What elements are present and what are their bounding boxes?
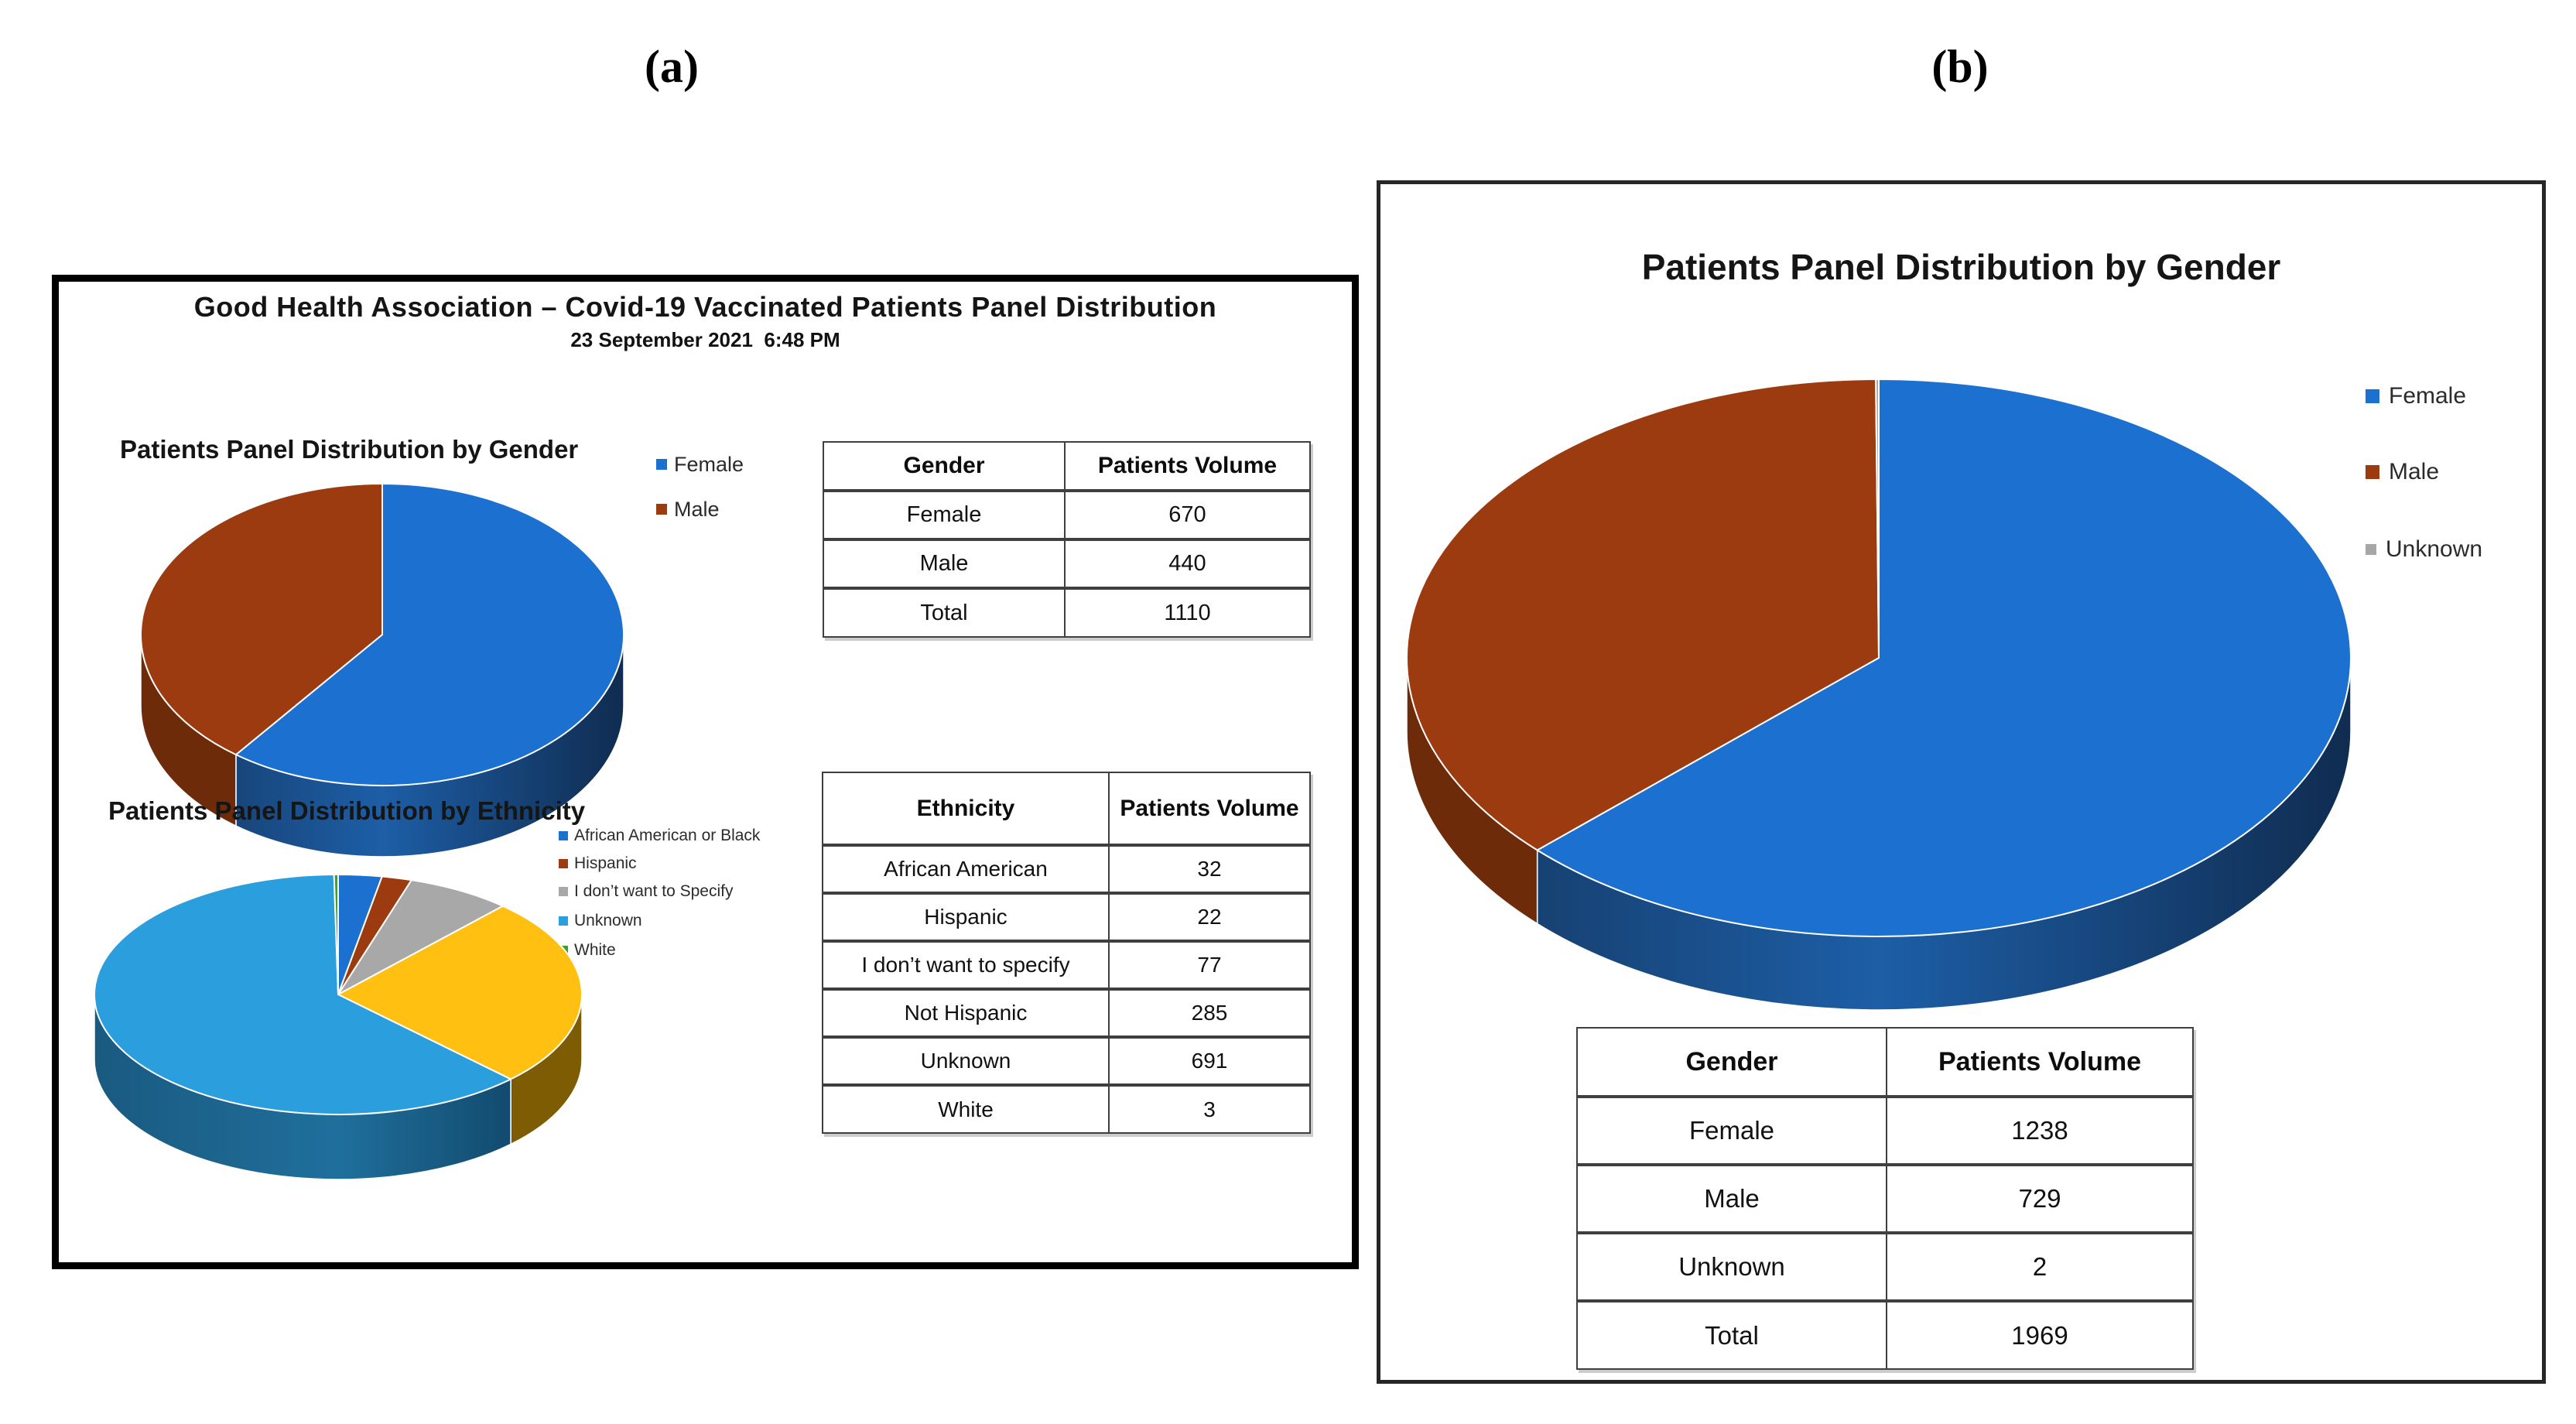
cell-label: African American — [822, 844, 1110, 894]
table-row: Total 1110 — [823, 587, 1311, 638]
col-header: Patients Volume — [1108, 772, 1311, 846]
hispanic-swatch-icon — [559, 859, 568, 868]
report-title: Good Health Association – Covid-19 Vacci… — [193, 291, 1217, 323]
cell-label: Not Hispanic — [822, 988, 1110, 1038]
cell-value: 670 — [1064, 489, 1311, 540]
gender-table-b: Gender Patients Volume Female 1238 Male … — [1576, 1027, 2194, 1370]
cell-value: 1110 — [1064, 587, 1311, 638]
legend-item-male: Male — [656, 497, 720, 521]
table-row: Male 440 — [823, 538, 1311, 589]
cell-value: 32 — [1108, 844, 1311, 894]
legend-item-unknown: Unknown — [559, 912, 642, 930]
cell-value: 22 — [1108, 892, 1311, 942]
legend-label: Unknown — [2386, 536, 2483, 562]
col-header: Ethnicity — [822, 772, 1110, 846]
cell-value: 729 — [1886, 1163, 2194, 1234]
female-swatch-icon — [2366, 389, 2379, 403]
table-row: Unknown 691 — [822, 1035, 1311, 1086]
cell-label: Total — [823, 587, 1066, 638]
table-row: I don’t want to specify 77 — [822, 940, 1311, 990]
gender-table-a: Gender Patients Volume Female 670 Male 4… — [823, 441, 1311, 638]
gender-pie-chart-a — [140, 483, 624, 857]
cell-value: 2 — [1886, 1231, 2194, 1302]
cell-value: 1969 — [1886, 1299, 2194, 1370]
col-header: Patients Volume — [1064, 441, 1311, 491]
table-header-row: Ethnicity Patients Volume — [822, 772, 1311, 846]
table-row: White 3 — [822, 1083, 1311, 1134]
ethnicity-chart-title: Patients Panel Distribution by Ethnicity — [108, 796, 586, 825]
cell-label: White — [822, 1083, 1110, 1134]
cell-label: Male — [823, 538, 1066, 589]
col-header: Patients Volume — [1886, 1027, 2194, 1097]
col-header: Gender — [823, 441, 1066, 491]
table-header-row: Gender Patients Volume — [1576, 1027, 2194, 1097]
table-row: African American 32 — [822, 844, 1311, 894]
legend-label: Male — [674, 497, 720, 521]
cell-value: 285 — [1108, 988, 1311, 1038]
male-swatch-icon — [656, 504, 667, 515]
cell-label: Unknown — [822, 1035, 1110, 1086]
table-row: Total 1969 — [1576, 1299, 2194, 1370]
table-row: Female 1238 — [1576, 1095, 2194, 1166]
table-header-row: Gender Patients Volume — [823, 441, 1311, 491]
legend-label: Hispanic — [574, 854, 637, 872]
legend-item-african-american-or-black: African American or Black — [559, 827, 760, 845]
legend-label: Female — [2389, 383, 2467, 409]
cell-value: 1238 — [1886, 1095, 2194, 1166]
male-swatch-icon — [2366, 465, 2379, 479]
cell-label: Male — [1576, 1163, 1887, 1234]
legend-label: White — [574, 941, 616, 959]
cell-label: Total — [1576, 1299, 1887, 1370]
legend-label: Male — [2389, 459, 2440, 484]
cell-value: 691 — [1108, 1035, 1311, 1086]
table-row: Not Hispanic 285 — [822, 988, 1311, 1038]
table-row: Male 729 — [1576, 1163, 2194, 1234]
table-row: Hispanic 22 — [822, 892, 1311, 942]
legend-label: African American or Black — [574, 827, 761, 844]
figure-label-a: (a) — [645, 41, 699, 92]
col-header: Gender — [1576, 1027, 1887, 1097]
legend-item-female: Female — [2366, 383, 2467, 409]
cell-value: 440 — [1064, 538, 1311, 589]
legend-label: Female — [674, 452, 744, 476]
unknown-swatch-icon — [2366, 544, 2376, 555]
table-row: Unknown 2 — [1576, 1231, 2194, 1302]
ethnicity-table: Ethnicity Patients Volume African Americ… — [822, 772, 1311, 1134]
gender-pie-chart-b — [1406, 378, 2352, 1011]
cell-label: Unknown — [1576, 1231, 1887, 1302]
gender-chart-title: Patients Panel Distribution by Gender — [120, 435, 579, 464]
legend-item-hispanic: Hispanic — [559, 854, 637, 873]
legend-item-i-dont-want-to-specify: I don’t want to Specify — [559, 882, 733, 901]
cell-value: 3 — [1108, 1083, 1311, 1134]
cell-label: Female — [1576, 1095, 1887, 1166]
gender-chart-title-b: Patients Panel Distribution by Gender — [1641, 247, 2281, 287]
unknown-swatch-icon — [559, 916, 568, 926]
cell-label: Hispanic — [822, 892, 1110, 942]
panel-b-chart: Patients Panel Distribution by Gender Fe… — [1377, 180, 2546, 1384]
report-timestamp: 23 September 2021 6:48 PM — [570, 328, 840, 351]
panel-a-report: Good Health Association – Covid-19 Vacci… — [52, 275, 1359, 1269]
legend-label: I don’t want to Specify — [574, 882, 734, 900]
cell-label: I don’t want to specify — [822, 940, 1110, 990]
cell-label: Female — [823, 489, 1066, 540]
dont-specify-swatch-icon — [559, 887, 568, 896]
african-american-swatch-icon — [559, 831, 568, 840]
cell-value: 77 — [1108, 940, 1311, 990]
legend-item-unknown: Unknown — [2366, 536, 2483, 562]
ethnicity-pie-chart — [94, 874, 583, 1180]
female-swatch-icon — [656, 459, 667, 470]
figure-label-b: (b) — [1931, 41, 1989, 92]
legend-item-female: Female — [656, 452, 744, 476]
legend-label: Unknown — [574, 912, 642, 929]
legend-item-male: Male — [2366, 459, 2440, 484]
table-row: Female 670 — [823, 489, 1311, 540]
